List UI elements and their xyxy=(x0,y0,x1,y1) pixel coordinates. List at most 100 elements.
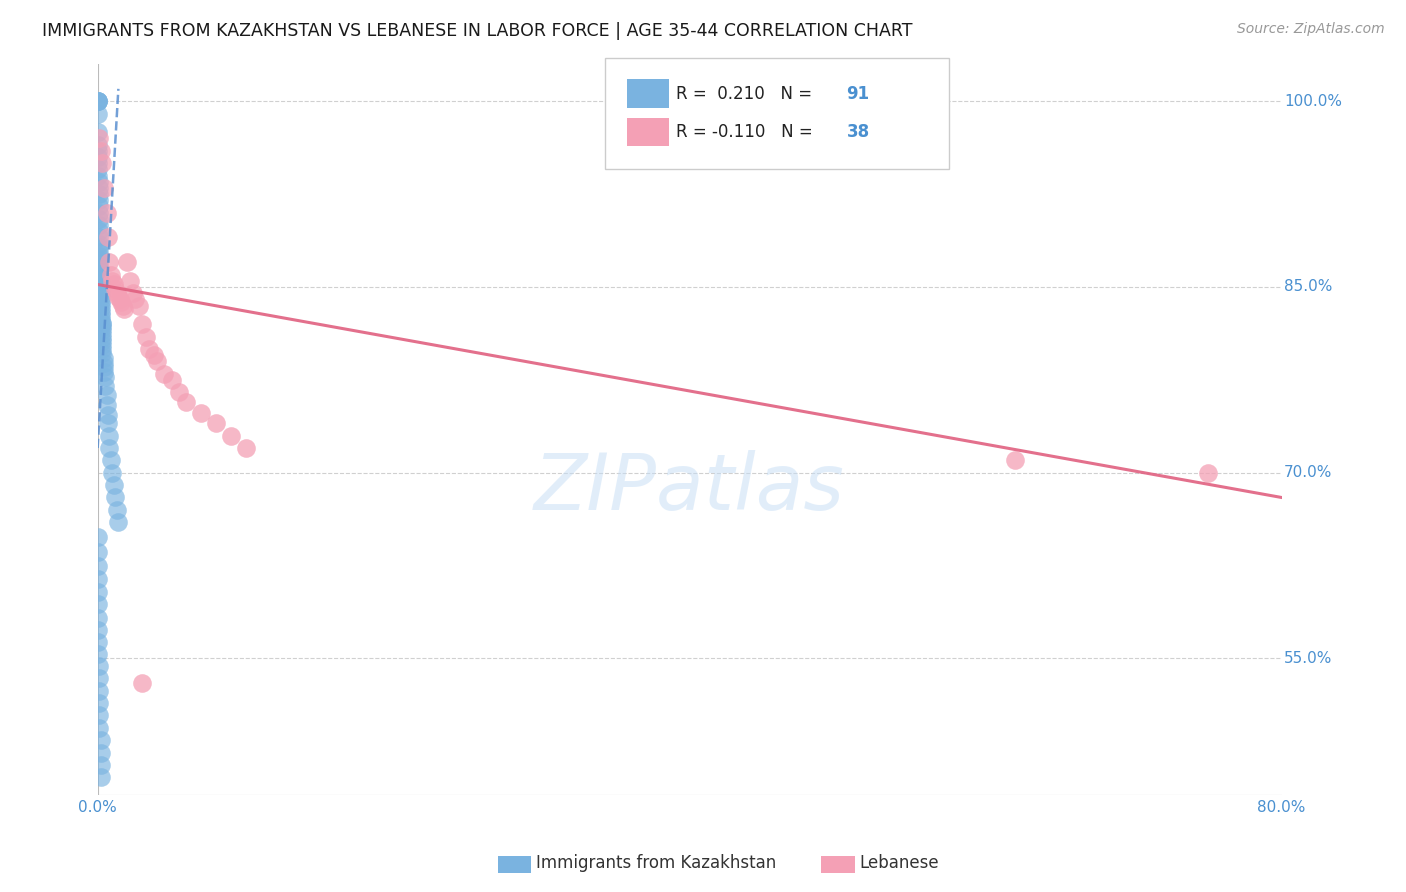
Point xyxy=(89,696,111,710)
Point xyxy=(135,329,157,343)
Point xyxy=(90,282,112,296)
Point xyxy=(91,316,114,330)
Point xyxy=(86,150,108,164)
Text: R =  0.210   N =: R = 0.210 N = xyxy=(676,85,818,103)
Point xyxy=(176,395,198,409)
Text: 100.0%: 100.0% xyxy=(1284,94,1341,109)
Point xyxy=(111,299,134,313)
Point xyxy=(86,647,108,661)
Point xyxy=(100,268,122,282)
Point xyxy=(90,278,112,293)
Point xyxy=(89,252,111,267)
Point xyxy=(86,558,108,573)
Point xyxy=(91,334,114,349)
Point xyxy=(89,224,111,238)
Point xyxy=(89,240,111,254)
Point xyxy=(86,162,108,177)
Text: 55.0%: 55.0% xyxy=(1284,651,1333,666)
Point xyxy=(86,94,108,108)
Text: 70.0%: 70.0% xyxy=(1284,466,1333,480)
Point xyxy=(86,144,108,158)
Point xyxy=(93,181,115,195)
Point xyxy=(235,441,257,455)
Point xyxy=(89,268,111,282)
Text: Source: ZipAtlas.com: Source: ZipAtlas.com xyxy=(1237,22,1385,37)
Point xyxy=(89,271,111,285)
Point xyxy=(86,584,108,599)
Point xyxy=(86,94,108,108)
Point xyxy=(86,530,108,544)
Point xyxy=(86,635,108,649)
Point xyxy=(89,131,111,145)
Point xyxy=(205,416,228,430)
Point xyxy=(89,218,111,232)
Point xyxy=(219,428,242,442)
Point xyxy=(86,125,108,139)
Point xyxy=(91,317,114,331)
Point xyxy=(90,144,112,158)
Point xyxy=(89,236,111,251)
Text: 38: 38 xyxy=(846,123,869,141)
Point xyxy=(94,370,117,384)
Point xyxy=(146,354,169,368)
Point xyxy=(104,491,127,505)
Point xyxy=(91,342,114,356)
Point xyxy=(124,293,146,307)
Point xyxy=(98,428,121,442)
Point xyxy=(86,137,108,152)
Point xyxy=(89,260,111,274)
Point xyxy=(101,466,124,480)
Point xyxy=(138,342,160,356)
Point xyxy=(86,623,108,637)
Text: IMMIGRANTS FROM KAZAKHSTAN VS LEBANESE IN LABOR FORCE | AGE 35-44 CORRELATION CH: IMMIGRANTS FROM KAZAKHSTAN VS LEBANESE I… xyxy=(42,22,912,40)
Point xyxy=(89,245,111,260)
Point xyxy=(91,319,114,334)
Point xyxy=(104,282,127,296)
Point xyxy=(97,230,120,244)
Point xyxy=(131,317,153,331)
Point xyxy=(90,293,112,308)
Point xyxy=(89,205,111,219)
Point xyxy=(1197,466,1219,480)
Point xyxy=(90,746,112,760)
Point xyxy=(89,256,111,270)
Point xyxy=(112,302,135,317)
Point xyxy=(90,286,112,301)
Point xyxy=(89,659,111,673)
Point xyxy=(89,264,111,278)
Point xyxy=(93,360,115,375)
Point xyxy=(105,503,128,517)
Point xyxy=(90,758,112,772)
Point xyxy=(91,331,114,345)
Point xyxy=(105,286,128,301)
Point xyxy=(142,348,165,362)
Point xyxy=(89,199,111,213)
Point xyxy=(167,385,190,400)
Point xyxy=(97,408,120,422)
Point xyxy=(86,572,108,586)
Point xyxy=(97,416,120,430)
Point xyxy=(90,304,112,318)
Point xyxy=(120,274,142,288)
Point xyxy=(108,293,131,307)
Point xyxy=(86,610,108,624)
Point xyxy=(89,211,111,226)
Point xyxy=(89,230,111,244)
Point xyxy=(107,290,129,304)
Point xyxy=(110,294,132,309)
Point xyxy=(122,286,145,301)
Point xyxy=(89,708,111,723)
Point xyxy=(89,175,111,189)
Point xyxy=(103,277,125,292)
Point xyxy=(103,478,125,492)
Text: R = -0.110   N =: R = -0.110 N = xyxy=(676,123,818,141)
Point xyxy=(90,275,112,289)
Point xyxy=(98,255,121,269)
Point xyxy=(86,94,108,108)
Point xyxy=(93,366,115,380)
Text: ZIPatlas: ZIPatlas xyxy=(534,450,845,525)
Point xyxy=(89,194,111,208)
Point xyxy=(190,406,212,420)
Point xyxy=(89,187,111,202)
Point xyxy=(89,249,111,263)
